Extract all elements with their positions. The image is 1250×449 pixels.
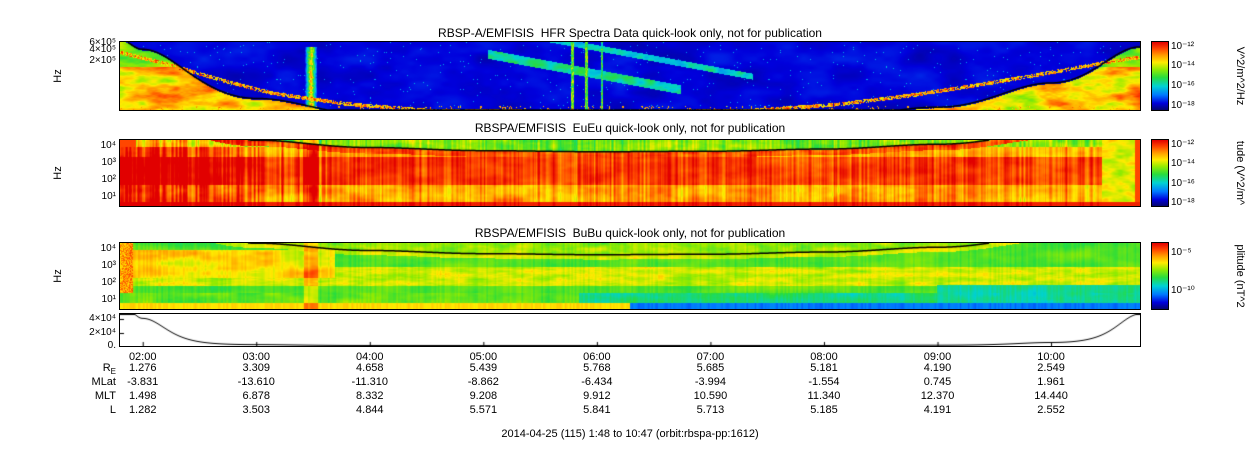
colorbar-tick-label: 10⁻⁵: [1171, 246, 1192, 258]
y-tick-label: 10²: [101, 174, 116, 186]
ephemeris-value: 5.571: [469, 404, 498, 416]
time-tick-label: 10:00: [1037, 351, 1065, 363]
colorbar-tick-label: 10⁻¹⁰: [1171, 284, 1195, 296]
y-tick-label: 10¹: [101, 294, 116, 306]
ephemeris-value: 1.498: [128, 390, 157, 402]
hfr-colorbar: [1151, 41, 1169, 111]
time-tick-label: 05:00: [469, 351, 498, 363]
ephemeris-value: 9.912: [583, 390, 611, 402]
colorbar-tick-label: 10⁻¹⁶: [1171, 80, 1195, 92]
y-tick-label: 10¹: [101, 191, 116, 203]
ephemeris-value: 4.191: [923, 404, 952, 416]
time-tick-label: 04:00: [356, 351, 384, 363]
y-tick-label: 4×10⁵: [89, 43, 116, 55]
ephemeris-value: 5.713: [696, 404, 725, 416]
ephemeris-value: 9.208: [469, 390, 498, 402]
y-tick-label: 10³: [101, 156, 116, 168]
panel-title-bubu: RBSPA/EMFISIS BuBu quick-look only, not …: [474, 226, 786, 240]
ephemeris-value: -6.434: [581, 376, 613, 388]
ephemeris-value: 5.185: [810, 404, 838, 416]
ephemeris-value: 5.841: [583, 404, 611, 416]
bubu-colorbar-unit-label: plitude (nT^2: [1234, 244, 1246, 308]
y-tick-label: 2×10⁴: [89, 326, 116, 338]
colorbar-tick-label: 10⁻¹²: [1171, 40, 1195, 52]
time-tick-label: 03:00: [242, 351, 271, 363]
ephemeris-value: 1.961: [1037, 376, 1065, 388]
time-tick-label: 06:00: [583, 351, 611, 363]
ephemeris-value: 4.844: [356, 404, 384, 416]
time-tick-label: 07:00: [696, 351, 725, 363]
y-tick-label: 2×10⁵: [89, 55, 116, 67]
time-tick-label: 02:00: [128, 351, 157, 363]
time-tick-label: 09:00: [923, 351, 952, 363]
ephemeris-value: 0.745: [923, 376, 952, 388]
panel-title-hfr: RBSP-A/EMFISIS HFR Spectra Data quick-lo…: [438, 26, 822, 40]
ephemeris-value: -13.610: [237, 376, 275, 388]
ephemeris-value: 4.190: [923, 362, 952, 374]
bubu-spectrogram: [119, 242, 1141, 310]
ephemeris-value: 10.590: [693, 390, 728, 402]
y-tick-label: 10²: [101, 277, 116, 289]
y-tick-label: 0.: [107, 340, 116, 351]
ephemeris-value: 14.440: [1034, 390, 1068, 402]
colorbar-tick-label: 10⁻¹²: [1171, 139, 1195, 151]
ephemeris-value: 12.370: [920, 390, 955, 402]
ephemeris-value: -1.554: [808, 376, 840, 388]
ephemeris-value: 5.768: [583, 362, 611, 374]
panel-title-eueu: RBSPA/EMFISIS EuEu quick-look only, not …: [474, 121, 786, 135]
ephemeris-value: 2.549: [1037, 362, 1065, 374]
bubu-colorbar: [1151, 242, 1169, 310]
ephemeris-row-label: MLT: [94, 390, 116, 402]
eueu-colorbar-unit-label: tude (V^2/m^: [1234, 140, 1246, 206]
y-tick-label: 10³: [101, 259, 116, 271]
figure-caption: 2014-04-25 (115) 1:48 to 10:47 (orbit:rb…: [501, 428, 759, 440]
hfr-spectrogram: [119, 41, 1141, 111]
y-tick-label: 6×10⁵: [89, 37, 116, 49]
ephemeris-value: 2.552: [1037, 404, 1065, 416]
ephemeris-value: 5.439: [469, 362, 498, 374]
ephemeris-value: 5.685: [696, 362, 725, 374]
ephemeris-value: 1.276: [128, 362, 157, 374]
eueu-colorbar: [1151, 139, 1169, 207]
y-tick-label: 4×10⁴: [89, 313, 116, 325]
colorbar-tick-label: 10⁻¹⁸: [1171, 196, 1195, 208]
hfr-y-axis-label: Hz: [52, 69, 64, 83]
ephemeris-value: 1.282: [128, 404, 157, 416]
colorbar-tick-label: 10⁻¹⁸: [1171, 99, 1195, 111]
ephemeris-value: 3.503: [242, 404, 271, 416]
y-tick-label: 10⁴: [100, 242, 116, 254]
ephemeris-value: -3.831: [127, 376, 159, 388]
colorbar-tick-label: 10⁻¹⁴: [1171, 60, 1196, 72]
ephemeris-row-label: RE: [102, 362, 116, 377]
ephemeris-value: 6.878: [242, 390, 271, 402]
ephemeris-value: -3.994: [694, 376, 727, 388]
ephemeris-value: 4.658: [356, 362, 384, 374]
ephemeris-value: 8.332: [356, 390, 384, 402]
ephemeris-value: -11.310: [351, 376, 389, 388]
time-tick-label: 08:00: [810, 351, 838, 363]
ephemeris-value: 11.340: [807, 390, 841, 402]
colorbar-tick-label: 10⁻¹⁶: [1171, 177, 1195, 189]
ephemeris-row-label: MLat: [91, 376, 116, 388]
colorbar-tick-label: 10⁻¹⁴: [1171, 158, 1196, 170]
ephemeris-value: 3.309: [242, 362, 271, 374]
ephemeris-value: 5.181: [810, 362, 838, 374]
ephemeris-value: -8.862: [467, 376, 499, 388]
eueu-spectrogram: [119, 139, 1141, 207]
hfr-colorbar-unit-label: V^2/m^2/Hz: [1234, 46, 1246, 106]
ephemeris-row-label: L: [109, 404, 116, 416]
fce-line-panel: [119, 313, 1141, 347]
y-tick-label: 10⁴: [100, 139, 116, 151]
